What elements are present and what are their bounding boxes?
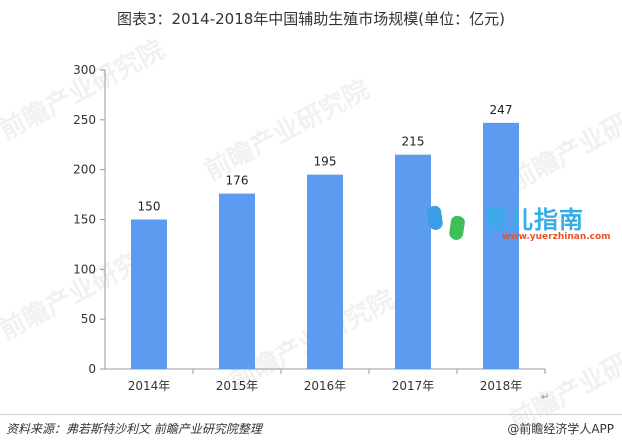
x-tick-label: 2014年 — [128, 379, 171, 393]
footer-divider — [0, 414, 622, 415]
x-tick-label: 2016年 — [304, 379, 347, 393]
bar — [483, 122, 519, 369]
logo-url: www.yuerzhinan.com — [502, 232, 611, 242]
data-label: 195 — [314, 155, 337, 169]
y-tick-label: 300 — [73, 63, 96, 77]
y-tick-label: 0 — [88, 362, 96, 376]
return-mark-icon: ↵ — [541, 392, 550, 403]
bar — [219, 193, 255, 369]
x-tick-label: 2015年 — [216, 379, 259, 393]
x-tick-label: 2018年 — [480, 379, 523, 393]
data-label: 150 — [138, 200, 161, 214]
source-note: 资料来源：弗若斯特沙利文 前瞻产业研究院整理 — [6, 422, 262, 436]
y-tick-label: 200 — [73, 163, 96, 177]
brand: @前瞻经济学人APP — [507, 420, 614, 437]
y-tick-label: 100 — [73, 262, 96, 276]
green-footprint-icon — [448, 215, 466, 241]
yuerzhinan-logo: 育儿指南 www.yuerzhinan.com — [422, 194, 612, 254]
bar — [307, 174, 343, 369]
bar — [131, 219, 167, 369]
data-label: 176 — [226, 174, 249, 188]
logo-text: 育儿指南 — [484, 206, 584, 234]
y-tick-label: 150 — [73, 213, 96, 227]
chart-title: 图表3：2014-2018年中国辅助生殖市场规模(单位：亿元) — [116, 10, 505, 28]
x-tick-label: 2017年 — [392, 379, 435, 393]
bar — [395, 154, 431, 369]
y-tick-label: 250 — [73, 113, 96, 127]
brand-text: @前瞻经济学人APP — [507, 422, 614, 436]
data-label: 247 — [490, 103, 513, 117]
blue-footprint-icon — [426, 205, 444, 231]
data-label: 215 — [402, 135, 425, 149]
y-tick-label: 50 — [81, 312, 96, 326]
